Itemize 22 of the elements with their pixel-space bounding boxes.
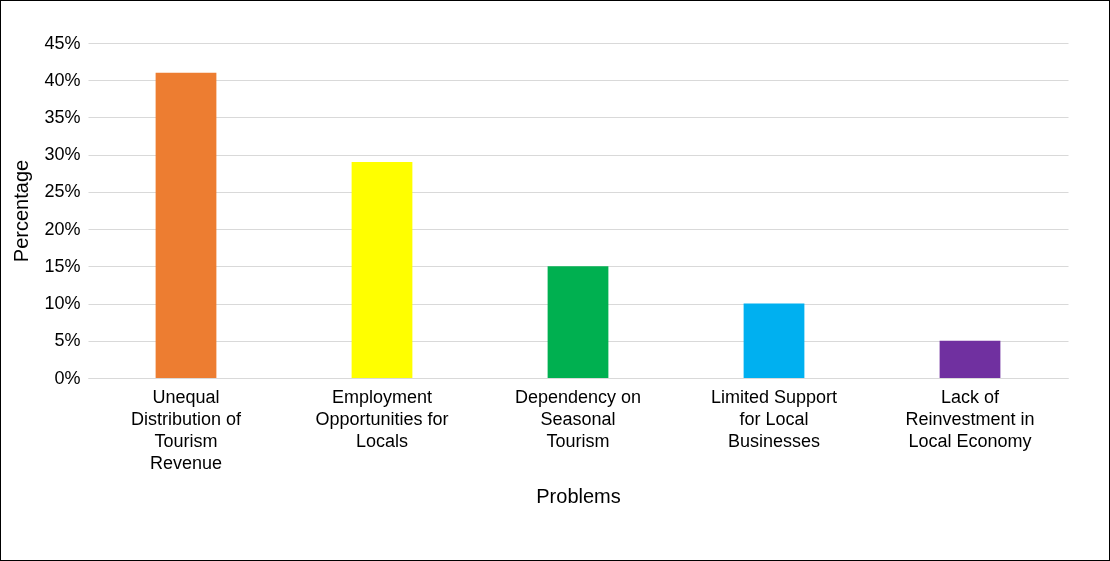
y-tick-label: 10% [44,293,81,314]
y-tick-label: 40% [44,69,81,90]
y-tick-label: 35% [44,106,81,127]
x-tick-label: Lack of Reinvestment in Local Economy [905,386,1035,451]
y-tick-label: 45% [44,32,81,53]
y-tick-label: 25% [44,181,81,202]
y-tick-label: 30% [44,144,81,165]
bar [939,340,1001,378]
y-axis-title: Percentage [10,159,33,263]
y-tick-label: 20% [44,218,81,239]
x-tick-label: Employment Opportunities for Locals [315,386,449,451]
bar [743,303,805,378]
x-axis-title: Problems [536,484,621,507]
bar [351,162,413,378]
x-tick-label: Limited Support for Local Businesses [710,386,838,451]
y-tick-label: 5% [54,330,81,351]
x-tick-label: Unequal Distribution of Tourism Revenue [130,386,243,473]
bar [547,266,609,378]
bar [155,72,217,378]
y-tick-label: 0% [54,367,81,388]
x-tick-label: Dependency on Seasonal Tourism [514,386,642,451]
y-tick-label: 15% [44,255,81,276]
